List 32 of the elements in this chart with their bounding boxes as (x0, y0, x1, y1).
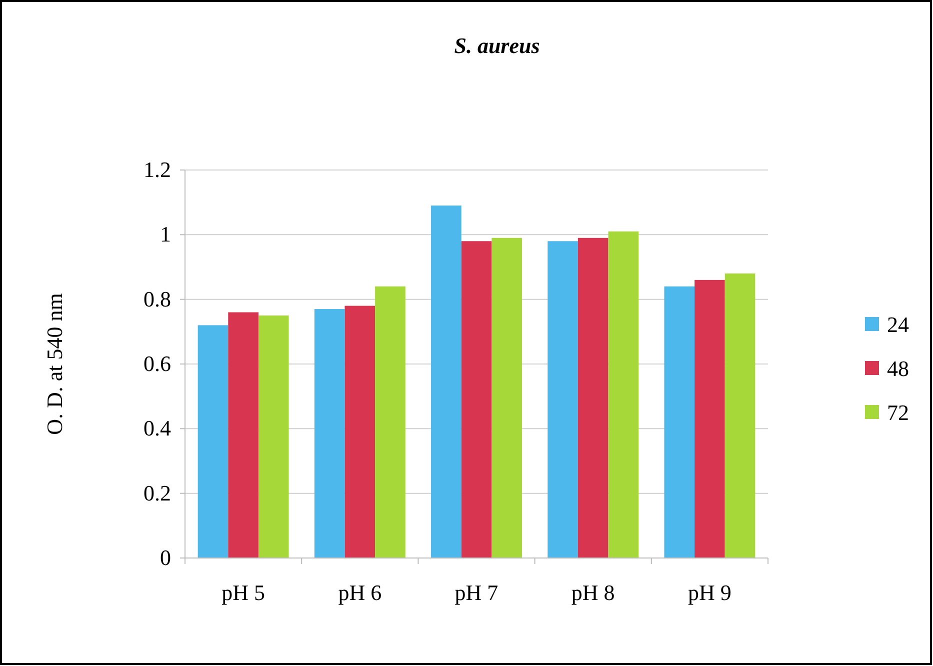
x-tick-label: pH 5 (222, 580, 265, 605)
y-axis-title: O. D. at 540 nm (42, 293, 67, 435)
legend-label: 72 (887, 400, 909, 425)
bar (228, 312, 258, 558)
legend-label: 24 (887, 312, 909, 337)
bar (375, 286, 406, 558)
bar (664, 286, 695, 558)
x-tick-label: pH 9 (688, 580, 732, 605)
x-tick-label: pH 6 (338, 580, 382, 605)
bar (431, 206, 462, 558)
y-tick-label: 0 (160, 545, 171, 570)
bar (492, 238, 522, 558)
x-tick-label: pH 8 (571, 580, 615, 605)
bar (578, 238, 608, 558)
bar (724, 273, 756, 558)
bar (198, 325, 228, 558)
y-tick-label: 0.6 (144, 351, 171, 376)
y-tick-label: 0.2 (144, 480, 171, 506)
y-tick-label: 1.2 (144, 157, 171, 182)
y-tick-label: 0.8 (144, 286, 171, 312)
bar (461, 241, 492, 558)
bar (548, 241, 578, 558)
bar (258, 316, 289, 558)
chart-title: S. aureus (454, 33, 540, 58)
y-tick-label: 0.4 (144, 416, 171, 441)
bar (608, 231, 639, 558)
legend-label: 48 (887, 356, 909, 381)
y-tick-label: 1 (160, 222, 171, 247)
bar (344, 306, 376, 558)
bar (694, 280, 725, 558)
x-tick-label: pH 7 (454, 580, 498, 605)
bar (314, 309, 345, 558)
